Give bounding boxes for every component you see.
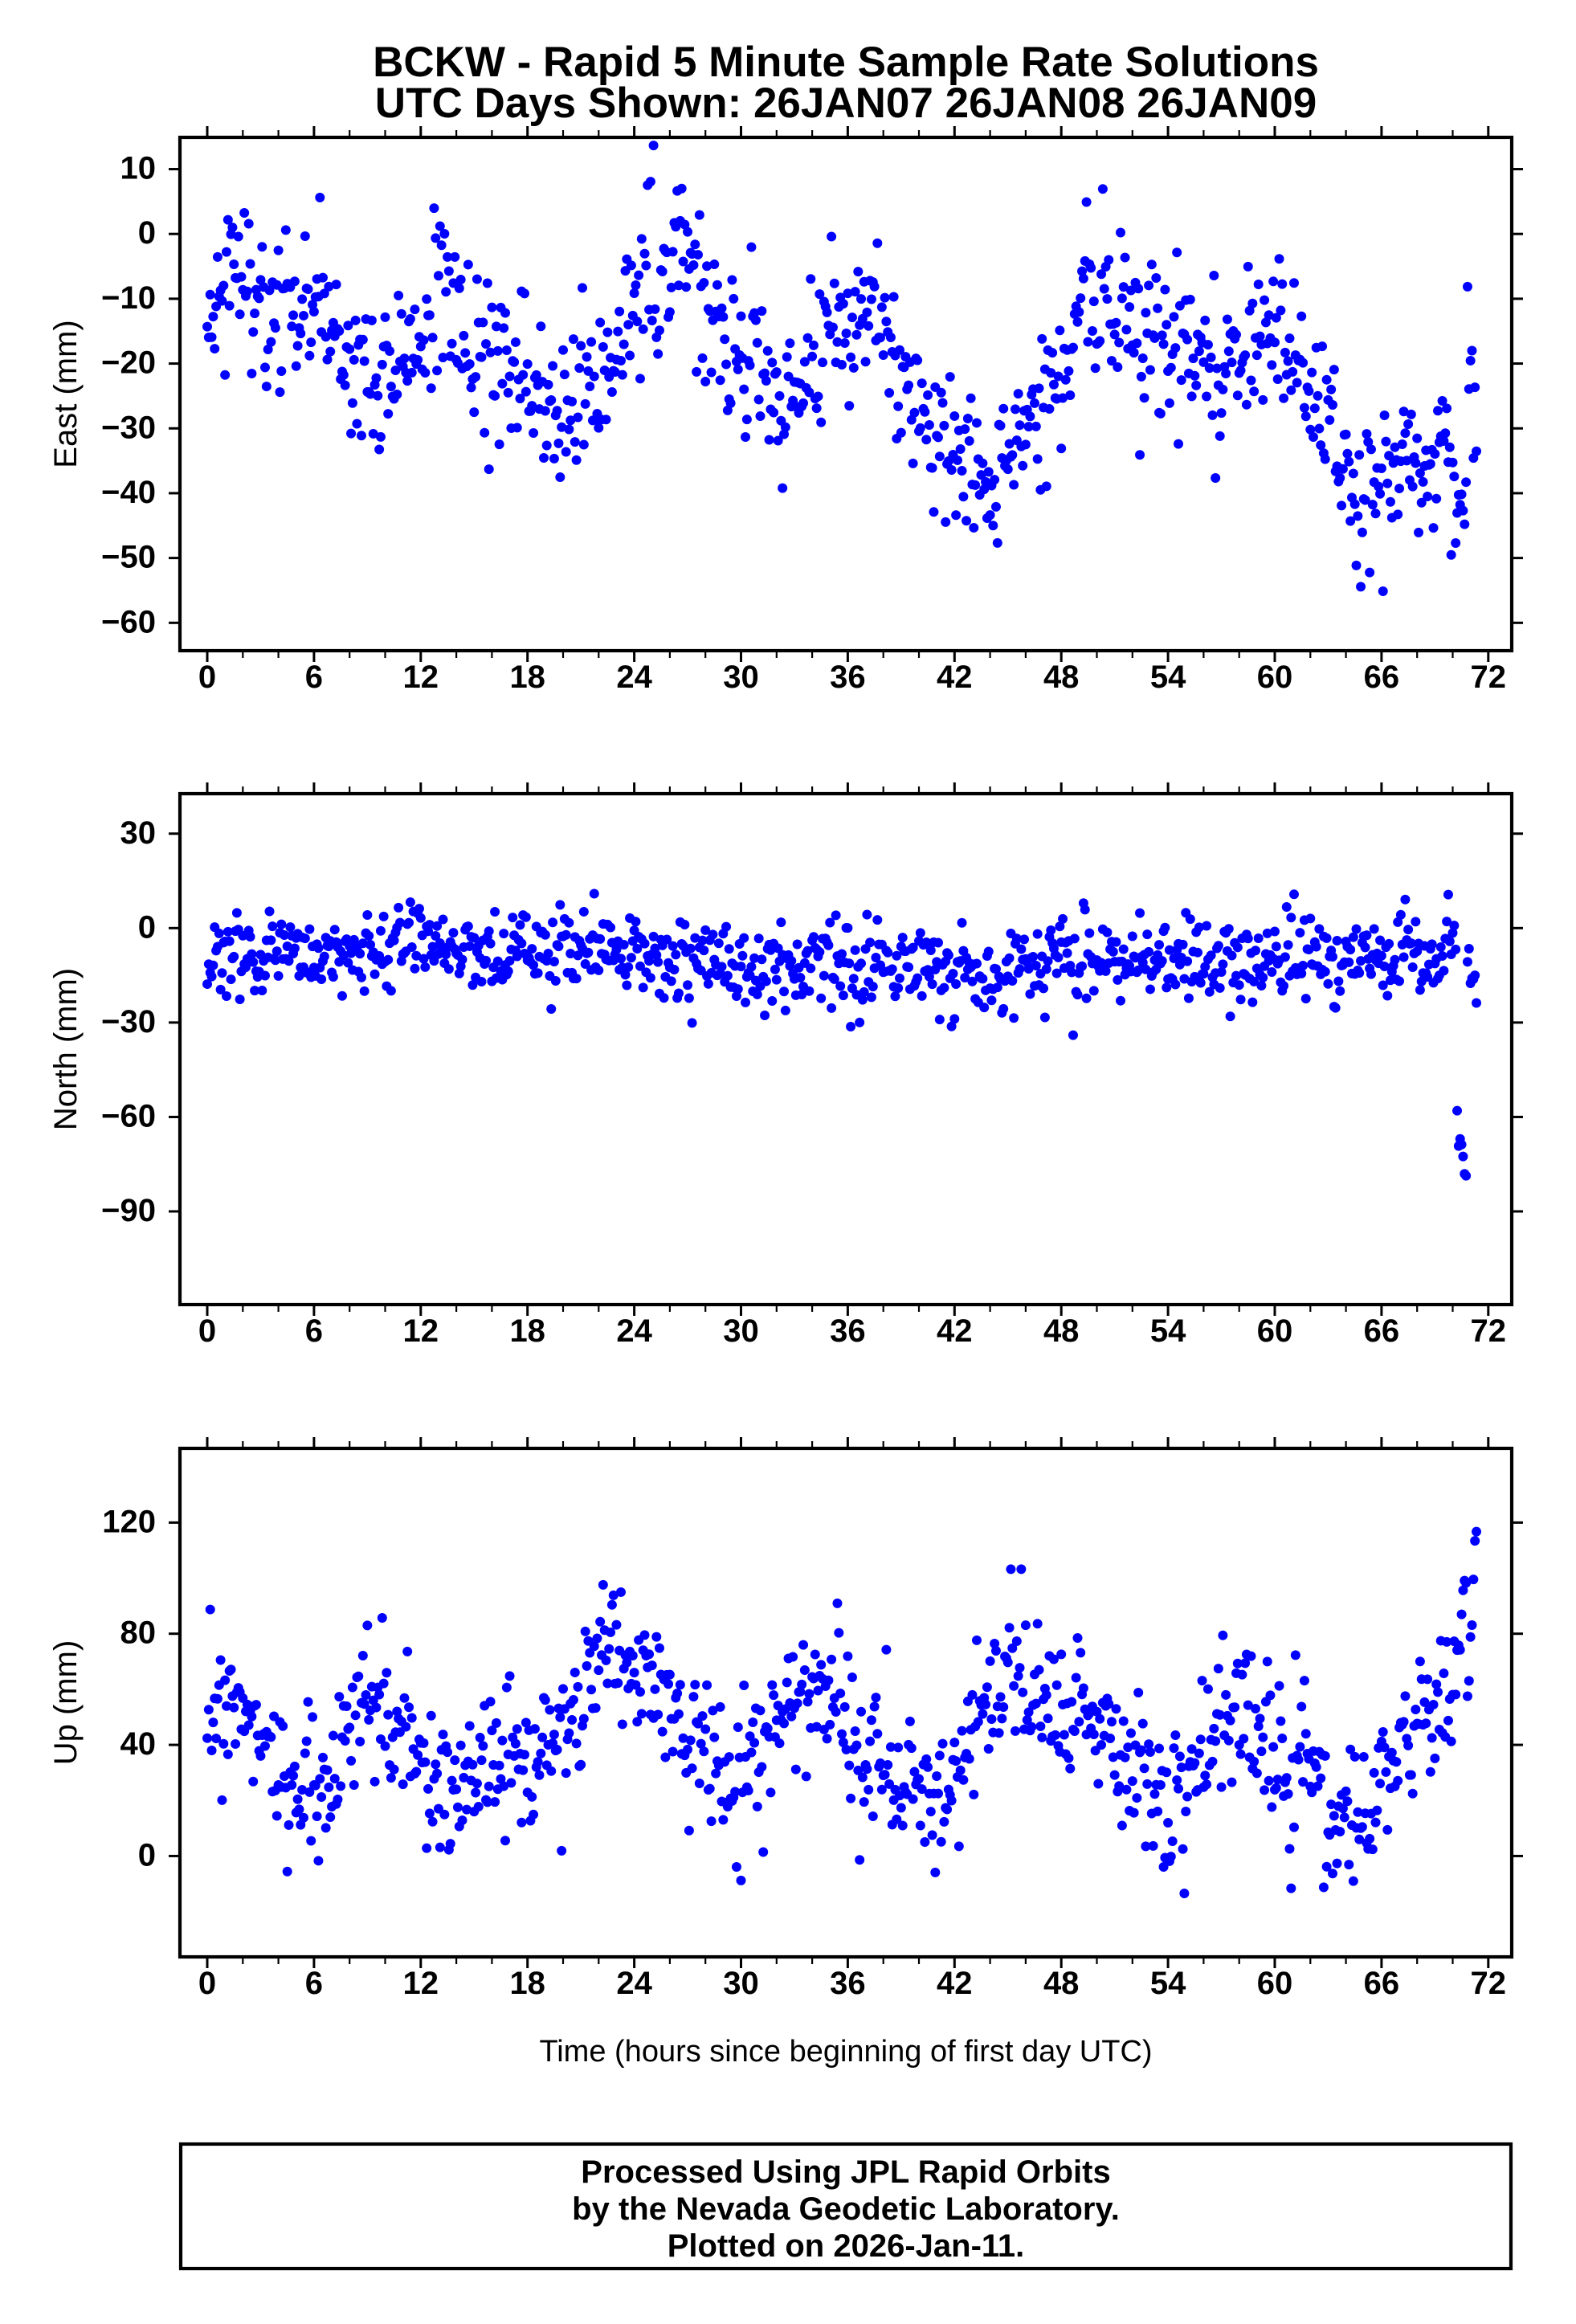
svg-text:72: 72 <box>1471 1966 1507 2001</box>
svg-text:72: 72 <box>1471 1313 1507 1349</box>
svg-text:36: 36 <box>830 660 866 695</box>
svg-text:0: 0 <box>198 1313 216 1349</box>
svg-text:Time (hours since beginning of: Time (hours since beginning of first day… <box>539 2035 1152 2069</box>
svg-text:30: 30 <box>723 660 759 695</box>
svg-text:0: 0 <box>138 909 156 945</box>
svg-text:36: 36 <box>830 1313 866 1349</box>
svg-text:−50: −50 <box>101 540 156 575</box>
svg-text:−20: −20 <box>101 345 156 381</box>
svg-text:0: 0 <box>138 1837 156 1873</box>
svg-text:42: 42 <box>937 1966 973 2001</box>
svg-text:24: 24 <box>616 1966 652 2001</box>
svg-text:12: 12 <box>403 1966 439 2001</box>
svg-text:54: 54 <box>1150 660 1186 695</box>
svg-text:42: 42 <box>937 660 973 695</box>
svg-text:0: 0 <box>198 660 216 695</box>
svg-text:10: 10 <box>120 151 157 186</box>
svg-text:30: 30 <box>723 1966 759 2001</box>
svg-text:6: 6 <box>305 1313 323 1349</box>
svg-text:18: 18 <box>509 1313 545 1349</box>
svg-text:66: 66 <box>1364 660 1400 695</box>
svg-text:36: 36 <box>830 1966 866 2001</box>
svg-text:−30: −30 <box>101 410 156 445</box>
svg-text:66: 66 <box>1364 1966 1400 2001</box>
svg-text:60: 60 <box>1257 660 1293 695</box>
svg-text:48: 48 <box>1043 1966 1080 2001</box>
svg-text:−30: −30 <box>101 1004 156 1039</box>
svg-text:48: 48 <box>1043 660 1080 695</box>
svg-text:30: 30 <box>723 1313 759 1349</box>
svg-text:42: 42 <box>937 1313 973 1349</box>
svg-text:66: 66 <box>1364 1313 1400 1349</box>
svg-text:−40: −40 <box>101 475 156 510</box>
svg-text:UTC Days Shown: 26JAN07 26JAN: UTC Days Shown: 26JAN07 26JAN08 26JAN09 <box>375 80 1317 127</box>
svg-text:54: 54 <box>1150 1313 1186 1349</box>
svg-text:60: 60 <box>1257 1966 1293 2001</box>
svg-text:0: 0 <box>138 215 156 251</box>
svg-text:6: 6 <box>305 1966 323 2001</box>
svg-text:72: 72 <box>1471 660 1507 695</box>
svg-text:12: 12 <box>403 660 439 695</box>
svg-text:12: 12 <box>403 1313 439 1349</box>
svg-text:18: 18 <box>509 660 545 695</box>
svg-text:Processed Using JPL Rapid Orbi: Processed Using JPL Rapid Orbits <box>581 2154 1110 2190</box>
svg-text:by the Nevada Geodetic Laborat: by the Nevada Geodetic Laboratory. <box>572 2191 1120 2227</box>
svg-text:−60: −60 <box>101 1098 156 1133</box>
svg-text:North (mm): North (mm) <box>48 968 84 1130</box>
svg-text:−10: −10 <box>101 280 156 316</box>
svg-text:0: 0 <box>198 1966 216 2001</box>
svg-text:Plotted on 2026-Jan-11.: Plotted on 2026-Jan-11. <box>668 2228 1025 2264</box>
svg-text:24: 24 <box>616 1313 652 1349</box>
svg-text:−60: −60 <box>101 604 156 639</box>
svg-text:48: 48 <box>1043 1313 1080 1349</box>
svg-text:Up (mm): Up (mm) <box>48 1640 84 1766</box>
svg-text:30: 30 <box>120 815 157 851</box>
svg-text:120: 120 <box>102 1504 156 1539</box>
svg-text:24: 24 <box>616 660 652 695</box>
svg-text:East (mm): East (mm) <box>48 320 84 468</box>
svg-text:60: 60 <box>1257 1313 1293 1349</box>
svg-text:54: 54 <box>1150 1966 1186 2001</box>
svg-text:40: 40 <box>120 1726 157 1762</box>
svg-text:6: 6 <box>305 660 323 695</box>
svg-text:80: 80 <box>120 1615 157 1651</box>
svg-text:−90: −90 <box>101 1193 156 1228</box>
svg-text:18: 18 <box>509 1966 545 2001</box>
